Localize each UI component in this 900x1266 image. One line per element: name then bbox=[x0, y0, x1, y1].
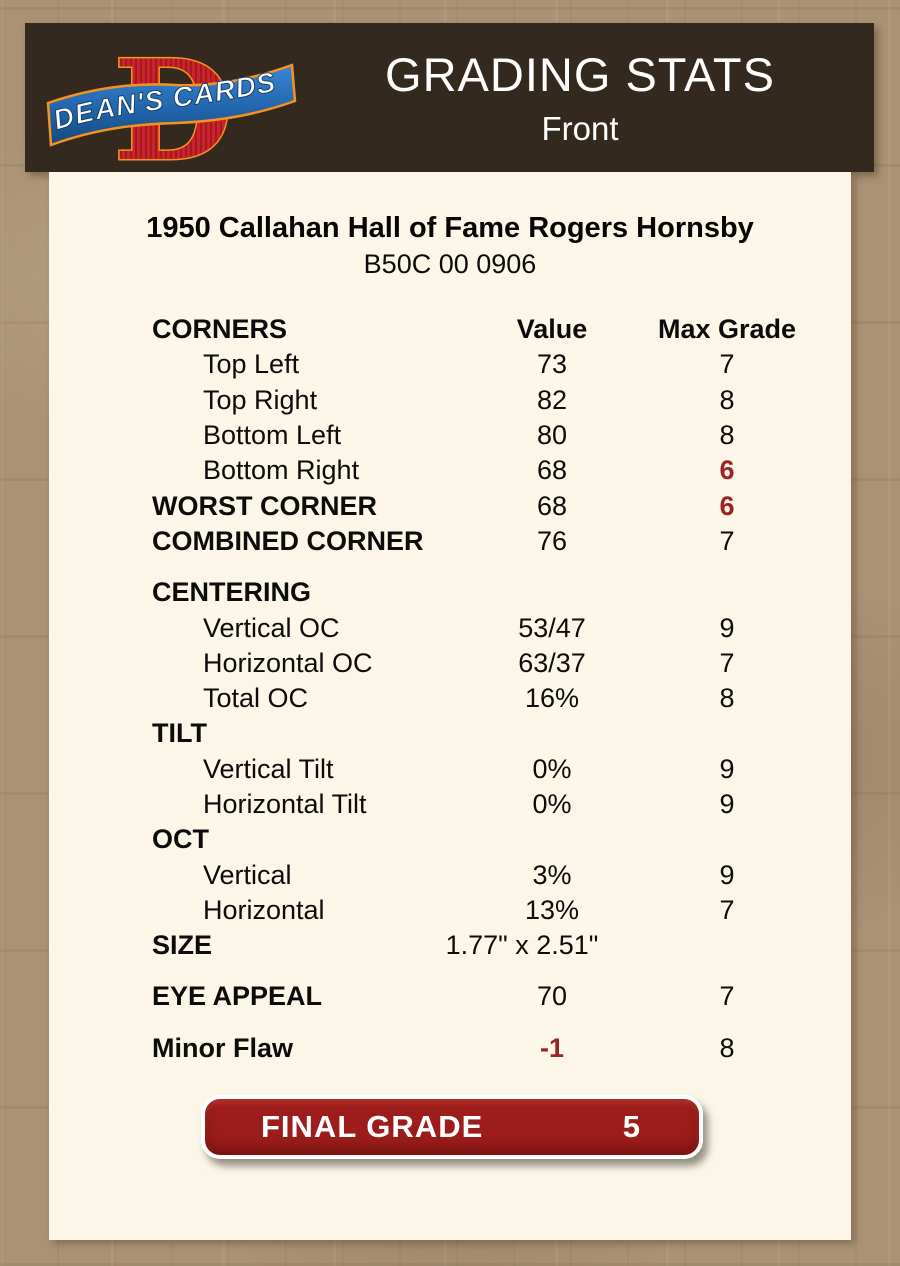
table-row: Vertical 3% 9 bbox=[152, 857, 851, 892]
row-value: 16% bbox=[524, 683, 580, 714]
row-label: Horizontal Tilt bbox=[203, 789, 367, 819]
deans-cards-logo: D DEAN'S CARDS bbox=[45, 28, 297, 194]
table-row: Total OC 16% 8 bbox=[152, 681, 851, 716]
row-label: WORST CORNER bbox=[152, 490, 377, 521]
table-row: Bottom Left 80 8 bbox=[152, 418, 851, 453]
logo-ribbon-icon bbox=[46, 63, 297, 147]
row-value: 1.77" x 2.51" bbox=[445, 930, 599, 961]
final-grade-button[interactable]: FINAL GRADE 5 bbox=[201, 1095, 703, 1159]
table-row: Vertical OC 53/47 9 bbox=[152, 610, 851, 645]
card-title: 1950 Callahan Hall of Fame Rogers Hornsb… bbox=[146, 212, 754, 244]
row-label: CORNERS bbox=[152, 314, 288, 345]
table-row: CORNERS Value Max Grade bbox=[152, 312, 851, 347]
row-label: CENTERING bbox=[152, 577, 312, 608]
table-row: CENTERING bbox=[152, 575, 851, 610]
page-subtitle: Front bbox=[541, 109, 619, 147]
row-max-grade: 8 bbox=[719, 384, 735, 415]
row-max-grade: 9 bbox=[719, 612, 735, 643]
row-max-grade: Max Grade bbox=[657, 314, 797, 345]
table-row: Horizontal 13% 7 bbox=[152, 893, 851, 928]
row-value: 82 bbox=[536, 384, 568, 415]
row-max-grade: 9 bbox=[719, 859, 735, 890]
row-value: 63/37 bbox=[518, 647, 586, 678]
row-max-grade: 7 bbox=[719, 525, 735, 556]
table-row: Horizontal Tilt 0% 9 bbox=[152, 787, 851, 822]
row-label: OCT bbox=[152, 824, 209, 855]
row-label: EYE APPEAL bbox=[152, 981, 323, 1012]
row-label: Horizontal OC bbox=[203, 647, 373, 678]
row-label: Top Left bbox=[203, 349, 300, 380]
row-max-grade: 8 bbox=[719, 420, 735, 451]
row-label: Vertical Tilt bbox=[203, 753, 334, 784]
table-row: WORST CORNER 68 6 bbox=[152, 488, 851, 523]
table-row: Top Right 82 8 bbox=[152, 383, 851, 418]
table-row: Top Left 73 7 bbox=[152, 347, 851, 382]
row-max-grade: 6 bbox=[719, 455, 735, 486]
row-label: Minor Flaw bbox=[152, 1032, 293, 1063]
row-value: 68 bbox=[536, 490, 568, 521]
table-row: Vertical Tilt 0% 9 bbox=[152, 752, 851, 787]
row-max-grade: 7 bbox=[719, 349, 735, 380]
row-max-grade: 7 bbox=[719, 647, 735, 678]
row-value: 80 bbox=[536, 420, 568, 451]
page-title: GRADING STATS bbox=[385, 48, 775, 101]
row-label: Bottom Right bbox=[203, 455, 360, 486]
table-row: COMBINED CORNER 76 7 bbox=[152, 524, 851, 559]
deans-cards-logo-graphic: D DEAN'S CARDS bbox=[46, 28, 297, 194]
row-label: COMBINED CORNER bbox=[152, 525, 424, 556]
table-row: Bottom Right 68 6 bbox=[152, 453, 851, 488]
row-value: -1 bbox=[539, 1032, 564, 1063]
row-label: Vertical OC bbox=[203, 612, 340, 643]
row-label: Vertical bbox=[203, 859, 292, 890]
card-serial-number: B50C 00 0906 bbox=[363, 249, 537, 279]
row-max-grade: 6 bbox=[719, 490, 735, 521]
final-grade-label: FINAL GRADE bbox=[261, 1109, 484, 1144]
row-value: 13% bbox=[524, 894, 580, 925]
row-max-grade: 8 bbox=[719, 683, 735, 714]
final-grade-value: 5 bbox=[622, 1109, 641, 1144]
row-value: 76 bbox=[536, 525, 568, 556]
row-value: 3% bbox=[532, 859, 572, 890]
row-label: Bottom Left bbox=[203, 420, 342, 451]
row-max-grade: 9 bbox=[719, 789, 735, 819]
row-value: 73 bbox=[536, 349, 568, 380]
row-label: Top Right bbox=[203, 384, 318, 415]
row-label: Total OC bbox=[203, 683, 309, 714]
row-value: 68 bbox=[536, 455, 568, 486]
table-row: Horizontal OC 63/37 7 bbox=[152, 646, 851, 681]
row-max-grade: 7 bbox=[719, 981, 735, 1012]
header-titles: GRADING STATS Front bbox=[355, 49, 805, 148]
table-row: EYE APPEAL 70 7 bbox=[152, 979, 851, 1014]
row-value: 0% bbox=[532, 753, 572, 784]
row-label: TILT bbox=[152, 718, 207, 749]
table-row: OCT bbox=[152, 822, 851, 857]
table-row: Minor Flaw -1 8 bbox=[152, 1031, 851, 1066]
table-row: TILT bbox=[152, 716, 851, 751]
table-row: SIZE 1.77" x 2.51" bbox=[152, 928, 851, 963]
row-value: 0% bbox=[532, 789, 572, 819]
row-max-grade: 9 bbox=[719, 753, 735, 784]
row-value: 70 bbox=[536, 981, 568, 1012]
row-max-grade: 8 bbox=[719, 1032, 735, 1063]
grading-panel: 1950 Callahan Hall of Fame Rogers Hornsb… bbox=[49, 172, 851, 1240]
row-value: 53/47 bbox=[518, 612, 586, 643]
grading-table: CORNERS Value Max Grade Top Left 73 7 Top Righ… bbox=[152, 312, 851, 1066]
header-bar: D DEAN'S CARDS GRADING STATS Front bbox=[25, 23, 874, 194]
row-label: Horizontal bbox=[203, 894, 325, 925]
row-max-grade: 7 bbox=[719, 894, 735, 925]
row-value: Value bbox=[516, 314, 588, 345]
row-label: SIZE bbox=[152, 930, 213, 961]
